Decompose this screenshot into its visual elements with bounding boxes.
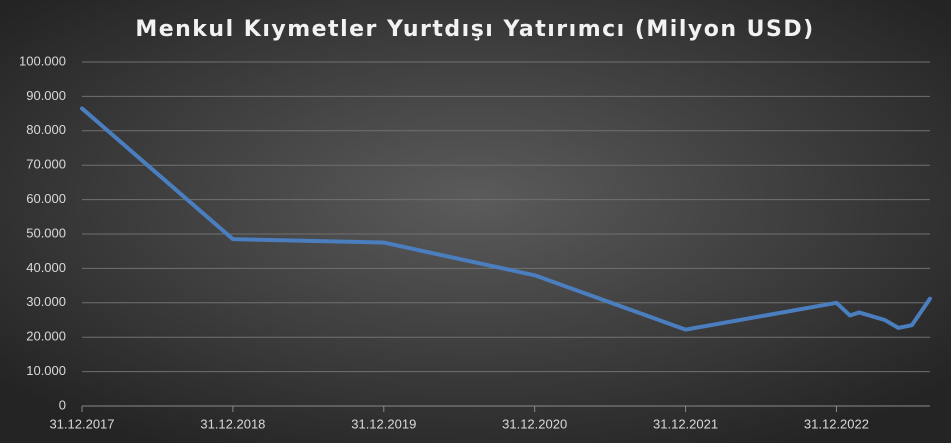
y-tick-label: 70.000 [26,157,66,172]
x-tick-label: 31.12.2017 [49,416,114,431]
x-tick-label: 31.12.2019 [351,416,416,431]
y-tick-label: 20.000 [26,329,66,344]
data-line [80,106,932,332]
y-tick-label: 30.000 [26,294,66,309]
y-tick-label: 50.000 [26,225,66,240]
x-tick-label: 31.12.2020 [502,416,567,431]
x-tick-label: 31.12.2021 [653,416,718,431]
x-tick-label: 31.12.2018 [200,416,265,431]
y-tick-label: 0 [59,397,66,412]
x-tick-label: 31.12.2022 [804,416,869,431]
chart-title: Menkul Kıymetler Yurtdışı Yatırımcı (Mil… [135,17,814,42]
y-tick-label: 100.000 [19,53,66,68]
y-tick-label: 90.000 [26,88,66,103]
y-tick-label: 60.000 [26,191,66,206]
y-tick-label: 40.000 [26,260,66,275]
y-tick-label: 10.000 [26,363,66,378]
y-tick-label: 80.000 [26,122,66,137]
